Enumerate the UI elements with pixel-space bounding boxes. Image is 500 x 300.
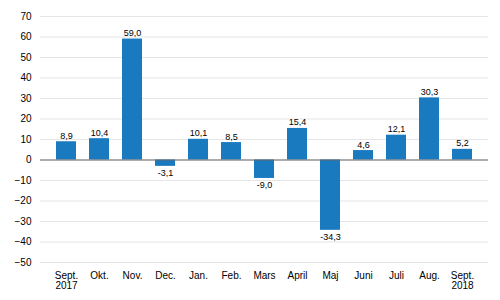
svg-text:Juli: Juli xyxy=(389,270,404,281)
svg-text:Sept.2018: Sept.2018 xyxy=(451,270,474,291)
svg-text:Nov.: Nov. xyxy=(123,270,143,281)
svg-text:8,5: 8,5 xyxy=(225,132,238,142)
svg-text:10: 10 xyxy=(20,134,32,145)
svg-text:−50: −50 xyxy=(15,257,32,268)
svg-text:40: 40 xyxy=(20,72,32,83)
svg-text:−40: −40 xyxy=(15,236,32,247)
svg-text:-34,3: -34,3 xyxy=(320,232,341,242)
svg-text:Aug.: Aug. xyxy=(419,270,440,281)
svg-text:0: 0 xyxy=(26,154,32,165)
svg-text:30: 30 xyxy=(20,93,32,104)
svg-text:−30: −30 xyxy=(15,216,32,227)
svg-text:20: 20 xyxy=(20,113,32,124)
svg-text:-3,1: -3,1 xyxy=(158,168,174,178)
svg-text:70: 70 xyxy=(20,11,32,22)
svg-text:4,6: 4,6 xyxy=(357,140,370,150)
svg-text:−20: −20 xyxy=(15,195,32,206)
svg-text:Sept.2017: Sept.2017 xyxy=(55,270,78,291)
svg-text:Okt.: Okt. xyxy=(90,270,108,281)
svg-text:10,4: 10,4 xyxy=(91,128,109,138)
svg-text:15,4: 15,4 xyxy=(289,117,307,127)
svg-text:−10: −10 xyxy=(15,175,32,186)
svg-text:59,0: 59,0 xyxy=(124,28,142,38)
svg-text:5,2: 5,2 xyxy=(456,138,469,148)
svg-text:April: April xyxy=(287,270,307,281)
svg-text:Maj: Maj xyxy=(322,270,338,281)
svg-text:30,3: 30,3 xyxy=(421,87,439,97)
svg-text:Juni: Juni xyxy=(354,270,372,281)
svg-text:Jan.: Jan. xyxy=(189,270,208,281)
svg-text:8,9: 8,9 xyxy=(60,131,73,141)
svg-text:-9,0: -9,0 xyxy=(257,180,273,190)
svg-text:Mars: Mars xyxy=(253,270,275,281)
svg-text:Feb.: Feb. xyxy=(221,270,241,281)
svg-text:12,1: 12,1 xyxy=(388,124,406,134)
svg-text:50: 50 xyxy=(20,52,32,63)
svg-text:Dec.: Dec. xyxy=(155,270,176,281)
svg-text:60: 60 xyxy=(20,31,32,42)
svg-text:10,1: 10,1 xyxy=(190,128,208,138)
